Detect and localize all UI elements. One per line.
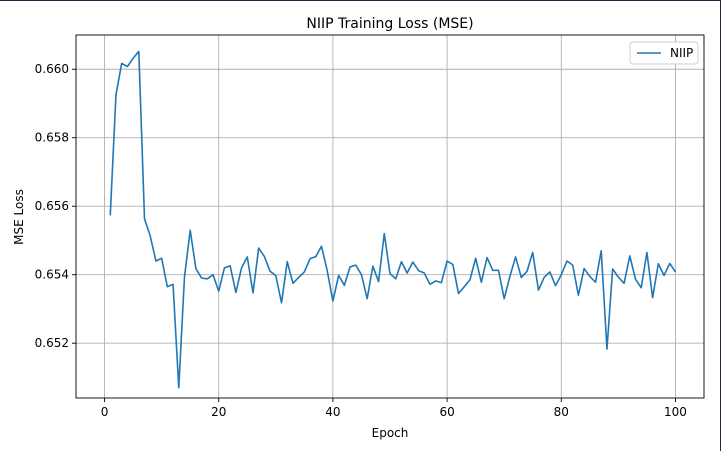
y-tick-label: 0.658 xyxy=(35,131,69,145)
y-axis-label: MSE Loss xyxy=(12,189,26,245)
x-tick-label: 60 xyxy=(439,405,454,419)
chart-title: NIIP Training Loss (MSE) xyxy=(306,16,473,32)
x-tick-label: 80 xyxy=(554,405,569,419)
plot-border xyxy=(75,34,705,399)
grid-lines xyxy=(76,35,704,398)
legend: NIIP xyxy=(629,41,699,65)
series-layer xyxy=(109,50,677,389)
series-line-niip xyxy=(109,50,677,389)
y-tick-label: 0.660 xyxy=(35,62,69,76)
x-tick-label: 40 xyxy=(325,405,340,419)
legend-label-niip: NIIP xyxy=(670,46,693,60)
x-tick-label: 20 xyxy=(211,405,226,419)
y-tick-label: 0.656 xyxy=(35,199,69,213)
y-tick-label: 0.652 xyxy=(35,336,69,350)
legend-box xyxy=(629,41,699,65)
x-tick-label: 100 xyxy=(664,405,687,419)
axis-ticks: 0 20 40 60 80 100 0.652 0.654 0.656 0.658 0.660 xyxy=(35,62,687,419)
y-tick-label: 0.654 xyxy=(35,268,69,282)
x-tick-label: 0 xyxy=(101,405,109,419)
x-axis-label: Epoch xyxy=(372,426,409,440)
